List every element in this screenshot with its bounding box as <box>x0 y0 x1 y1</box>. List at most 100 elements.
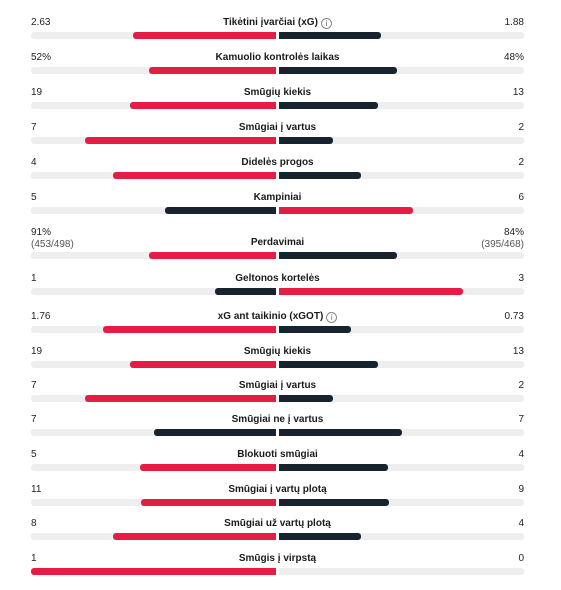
stat-name: Smūgiai ne į vartus <box>231 414 324 425</box>
home-value: 7 <box>31 414 37 425</box>
home-bar-track <box>31 464 276 471</box>
stat-label-line: 1 Smūgis į virpstą 0 <box>31 553 524 567</box>
away-bar-track <box>279 568 524 575</box>
comparison-bar <box>31 67 524 74</box>
comparison-bar <box>31 429 524 436</box>
home-bar-fill <box>153 429 276 436</box>
away-bar-fill <box>279 32 382 39</box>
away-bar-track <box>279 395 524 402</box>
comparison-bar <box>31 499 524 506</box>
away-value: 7 <box>518 414 524 425</box>
away-bar-fill <box>279 429 402 436</box>
home-value: 4 <box>31 157 37 168</box>
away-value: 9 <box>518 484 524 495</box>
away-bar-track <box>279 499 524 506</box>
stat-label-line: 8 Smūgiai už vartų plotą 4 <box>31 518 524 532</box>
stat-name: Perdavimai <box>250 237 305 248</box>
home-value: 11 <box>31 484 42 495</box>
comparison-bar <box>31 102 524 109</box>
stat-label-line: 1 Geltonos kortelės 3 <box>31 273 524 287</box>
home-bar-fill <box>148 252 276 259</box>
home-value: 19 <box>31 87 43 98</box>
stat-label-line: 7 Smūgiai į vartus 2 <box>31 122 524 136</box>
stat-name: Smūgis į virpstą <box>238 553 317 564</box>
stat-name: Smūgiai į vartus <box>238 122 317 133</box>
comparison-bar <box>31 252 524 259</box>
home-bar-track <box>31 361 276 368</box>
away-value: 3 <box>518 273 524 284</box>
home-bar-track <box>31 395 276 402</box>
away-bar-track <box>279 429 524 436</box>
away-value: 4 <box>518 449 524 460</box>
home-bar-track <box>31 568 276 575</box>
home-bar-track <box>31 32 276 39</box>
stat-name: Smūgiai į vartus <box>238 380 317 391</box>
comparison-bar <box>31 172 524 179</box>
home-bar-fill <box>85 395 276 402</box>
home-bar-track <box>31 207 276 214</box>
away-bar-fill <box>279 533 361 540</box>
away-value: 13 <box>512 346 524 357</box>
away-bar-track <box>279 67 524 74</box>
away-value: 84% (395/468) <box>481 227 524 250</box>
home-bar-track <box>31 288 276 295</box>
away-bar-track <box>279 464 524 471</box>
stat-name: Smūgių kiekis <box>243 346 312 357</box>
away-bar-track <box>279 361 524 368</box>
stat-label-line: 52% Kamuolio kontrolės laikas 48% <box>31 52 524 66</box>
away-bar-track <box>279 172 524 179</box>
away-value: 6 <box>518 192 524 203</box>
stat-label-line: 7 Smūgiai į vartus 2 <box>31 380 524 394</box>
home-bar-fill <box>112 533 276 540</box>
away-bar-fill <box>279 67 397 74</box>
away-bar-fill <box>279 499 390 506</box>
home-value: 1.76 <box>31 311 51 322</box>
home-bar-fill <box>130 102 276 109</box>
away-bar-fill <box>279 361 379 368</box>
home-bar-track <box>31 429 276 436</box>
away-value: 2 <box>518 157 524 168</box>
comparison-bar <box>31 288 524 295</box>
home-value: 5 <box>31 192 37 203</box>
away-value-detail: (395/468) <box>481 239 524 250</box>
away-value: 0 <box>518 553 524 564</box>
home-value: 91% (453/498) <box>31 227 74 250</box>
away-bar-fill <box>279 207 413 214</box>
comparison-bar <box>31 464 524 471</box>
info-icon[interactable]: i <box>320 18 332 29</box>
home-bar-fill <box>85 137 276 144</box>
comparison-bar <box>31 361 524 368</box>
comparison-bar <box>31 533 524 540</box>
away-bar-fill <box>279 102 379 109</box>
stat-name: Geltonos kortelės <box>235 273 320 284</box>
away-value: 2 <box>518 122 524 133</box>
away-bar-track <box>279 533 524 540</box>
away-bar-fill <box>279 252 397 259</box>
comparison-bar <box>31 326 524 333</box>
away-bar-track <box>279 137 524 144</box>
stat-label-line: 7 Smūgiai ne į vartus 7 <box>31 414 524 428</box>
home-bar-track <box>31 252 276 259</box>
away-bar-fill <box>279 288 463 295</box>
away-value: 48% <box>503 52 524 63</box>
away-bar-fill <box>279 137 334 144</box>
home-bar-track <box>31 102 276 109</box>
home-bar-fill <box>133 32 276 39</box>
stat-label-line: 11 Smūgiai į vartų plotą 9 <box>31 484 524 498</box>
away-value: 4 <box>518 518 524 529</box>
stat-label-line: 5 Kampiniai 6 <box>31 192 524 206</box>
home-bar-track <box>31 67 276 74</box>
comparison-bar <box>31 207 524 214</box>
stat-label-line: 91% (453/498) Perdavimai 84% (395/468) <box>31 227 524 250</box>
away-bar-track <box>279 288 524 295</box>
home-bar-track <box>31 172 276 179</box>
home-value: 19 <box>31 346 43 357</box>
stat-name: Kampiniai <box>253 192 302 203</box>
home-value-detail: (453/498) <box>31 239 74 250</box>
stat-name: Kamuolio kontrolės laikas <box>215 52 340 63</box>
info-icon[interactable]: i <box>326 312 338 323</box>
stat-label-line: 4 Didelės progos 2 <box>31 157 524 171</box>
home-bar-fill <box>148 67 276 74</box>
stat-name: Tikėtini įvarčiai (xG) i <box>31 17 524 29</box>
away-bar-track <box>279 102 524 109</box>
